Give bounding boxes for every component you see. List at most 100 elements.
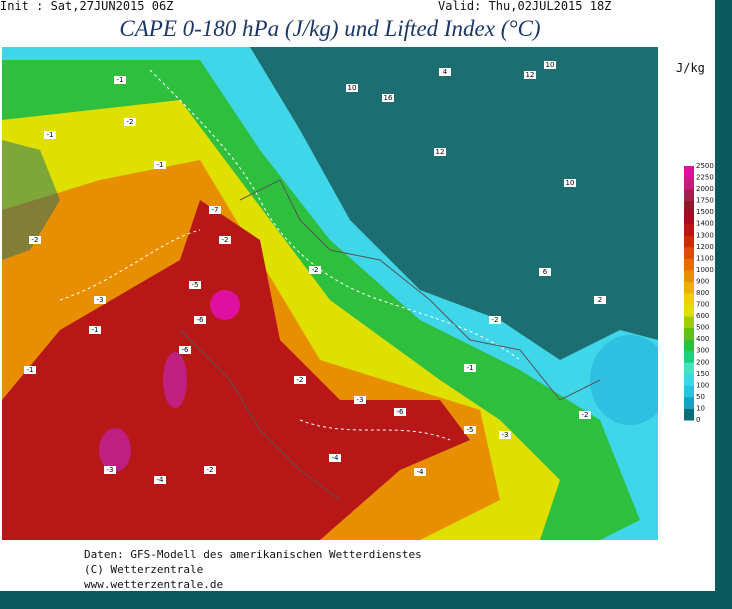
contour-label: -1 (117, 76, 124, 84)
contour-label: -2 (127, 118, 134, 126)
contour-label-box (179, 346, 191, 354)
colorbar-segment (684, 212, 694, 225)
contour-label-box (204, 466, 216, 474)
sea (2, 140, 60, 260)
contour-label-box (94, 296, 106, 304)
contour-label: -2 (222, 236, 229, 244)
contour-label-box (544, 61, 556, 69)
colorbar-label: 2250 (696, 174, 714, 182)
colorbar-label: 1000 (696, 266, 714, 274)
contour-label-box (124, 118, 136, 126)
cape-area (210, 290, 240, 320)
unit: J/kg (676, 61, 705, 75)
colorbar-segment (684, 362, 694, 375)
valid-time: Valid: Thu,02JUL2015 18Z (438, 0, 611, 13)
contour-label: -1 (47, 131, 54, 139)
colorbar-label: 50 (696, 393, 705, 401)
contour-label: 10 (566, 179, 575, 187)
footer-line: (C) Wetterzentrale (84, 563, 203, 576)
colorbar-segment (684, 281, 694, 294)
contour-label: -2 (297, 376, 304, 384)
colorbar-segment (684, 200, 694, 213)
footer-line: Daten: GFS-Modell des amerikanischen Wet… (84, 548, 422, 561)
contour-labels: -1 -1 -1 -2 -1 -1 -3 -2 -2 12 10 16 10 12 10 4 6 -3 -5 -7 -6… (24, 61, 606, 484)
frame (0, 591, 732, 609)
contour-label: 10 (348, 84, 357, 92)
contour-label-box (539, 268, 551, 276)
contour-label-box (44, 131, 56, 139)
contour-label: -4 (417, 468, 425, 476)
contour-label-box (464, 364, 476, 372)
contour-label: 6 (543, 268, 548, 276)
colorbar-label: 1400 (696, 220, 714, 228)
cape-area (590, 335, 658, 425)
contour-label-box (354, 396, 366, 404)
init-time: Init : Sat,27JUN2015 06Z (0, 0, 173, 13)
contour-label-box (414, 468, 426, 476)
contour-label: -5 (192, 281, 199, 289)
contour-label-box (29, 236, 41, 244)
footer-line: www.wetterzentrale.de (84, 578, 223, 591)
contour-label: -2 (582, 411, 589, 419)
contour-label: -3 (97, 296, 104, 304)
colorbar-segment (684, 408, 694, 421)
colorbar-label: 300 (696, 347, 709, 355)
cape-area (99, 428, 131, 472)
contour-label: -6 (182, 346, 190, 354)
contour-label: 12 (436, 148, 445, 156)
colorbar-segment (684, 246, 694, 259)
colorbar-segment (684, 166, 694, 179)
contour-label-box (194, 316, 206, 324)
colorbar-label: 2000 (696, 185, 714, 193)
contour-label: -4 (157, 476, 165, 484)
contour-label: -2 (312, 266, 319, 274)
contour-label: 16 (384, 94, 393, 102)
contour-label: 2 (598, 296, 602, 304)
contour-label-box (579, 411, 591, 419)
colorbar-label: 500 (696, 324, 709, 332)
colorbar-segment (684, 350, 694, 363)
colorbar-segment (684, 269, 694, 282)
colorbar-label: 100 (696, 381, 709, 389)
contour-label-box (294, 376, 306, 384)
contour-label: -2 (492, 316, 499, 324)
contour-label-box (434, 148, 446, 156)
colorbar-segment (684, 304, 694, 317)
contour-label-box (219, 236, 231, 244)
colorbar-segment (684, 373, 694, 386)
contour-label: 10 (546, 61, 555, 69)
colorbar-label: 700 (696, 301, 709, 309)
colorbar-label: 10 (696, 404, 705, 412)
contour-label-box (154, 161, 166, 169)
colorbar-segment (684, 258, 694, 271)
contour-label: -3 (357, 396, 364, 404)
contour-label-box (394, 408, 406, 416)
colorbar-label: 900 (696, 277, 709, 285)
colorbar-label: 1750 (696, 197, 714, 205)
contour-label: -1 (467, 364, 474, 372)
contour-label-box (89, 326, 101, 334)
colorbar: 0 10 50 100 150 200 300 400 500 600 700 800 900 1000 1… (684, 162, 714, 424)
contour-label: 12 (526, 71, 535, 79)
colorbar-segment (684, 327, 694, 340)
cape-area (163, 352, 187, 408)
colorbar-label: 1100 (696, 254, 714, 262)
colorbar-label: 200 (696, 358, 709, 366)
contour-label-box (24, 366, 36, 374)
contour-label: -1 (92, 326, 99, 334)
contour-label-box (209, 206, 221, 214)
cape-area (45, 195, 115, 245)
colorbar-label: 1300 (696, 231, 714, 239)
contour-label: 4 (443, 68, 448, 76)
contour-label-box (346, 84, 358, 92)
colorbar-label: 600 (696, 312, 709, 320)
colorbar-label: 2500 (696, 162, 714, 170)
contour-label: -2 (32, 236, 39, 244)
contour-label: -6 (197, 316, 205, 324)
colorbar-label: 0 (696, 416, 700, 424)
colorbar-label: 400 (696, 335, 709, 343)
colorbar-label: 800 (696, 289, 709, 297)
title: CAPE 0-180 hPa (J/kg) und Lifted Index (… (119, 16, 540, 41)
